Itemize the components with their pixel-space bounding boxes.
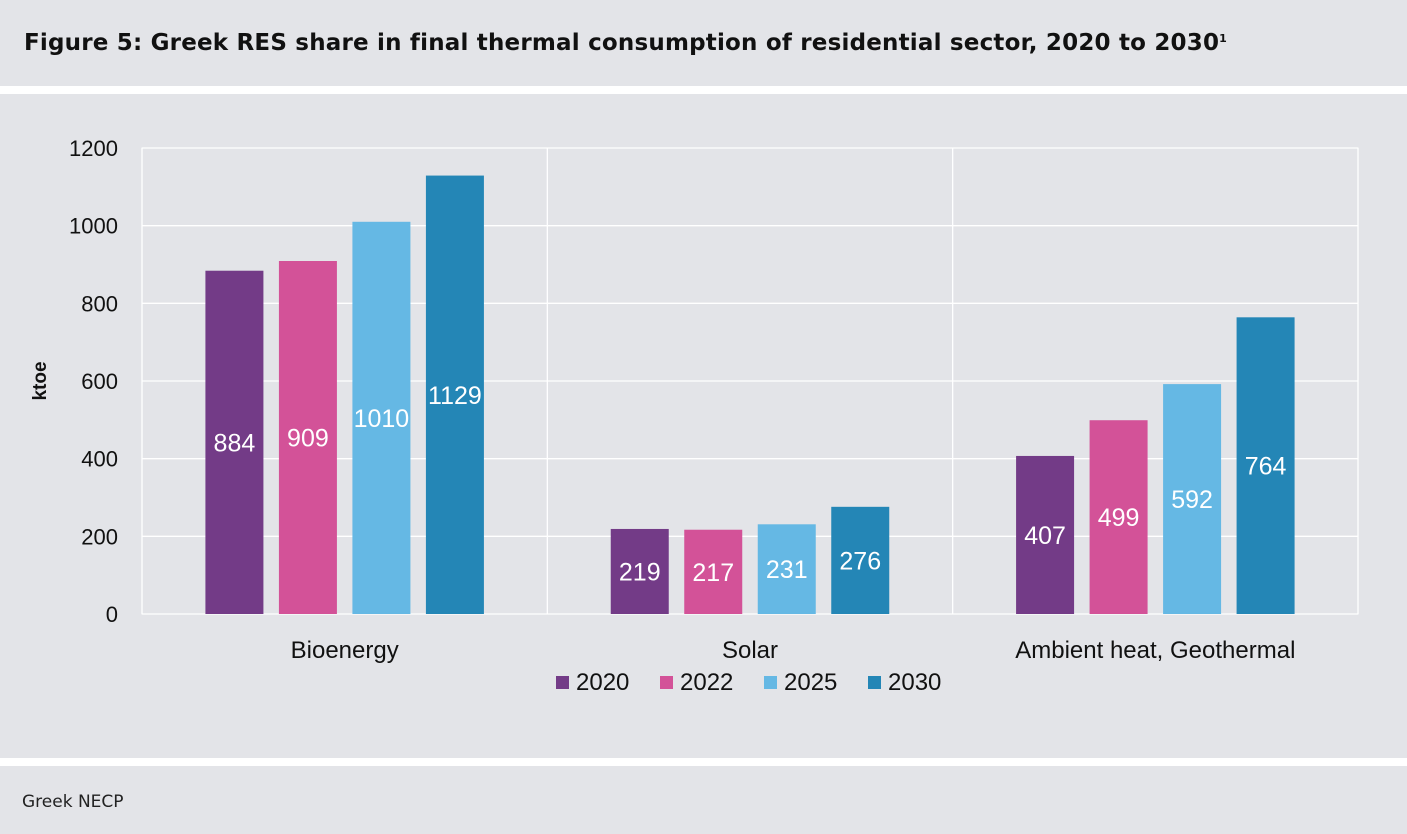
bars xyxy=(205,175,1295,614)
bar-chart: 884 909 1010 1129 219 217 231 276 407 499 592 764 0… xyxy=(30,136,1359,696)
y-tick-label: 1200 xyxy=(69,136,118,161)
x-category-label: Solar xyxy=(722,637,778,664)
bar xyxy=(831,506,890,614)
data-label: 909 xyxy=(287,425,329,453)
data-label: 499 xyxy=(1098,504,1140,532)
data-label: 219 xyxy=(619,558,661,586)
y-tick-label: 200 xyxy=(81,524,118,549)
bar xyxy=(1089,420,1148,614)
x-axis: Bioenergy Solar Ambient heat, Geothermal xyxy=(291,637,1296,664)
data-labels: 884 909 1010 1129 219 217 231 276 407 499 592 764 xyxy=(214,382,1287,587)
bar xyxy=(684,529,743,614)
data-label: 217 xyxy=(692,559,734,587)
data-label: 1010 xyxy=(354,405,410,433)
legend-label: 2020 xyxy=(576,669,629,696)
data-label: 407 xyxy=(1024,522,1066,550)
y-tick-label: 0 xyxy=(106,602,118,627)
data-label: 231 xyxy=(766,556,808,584)
figure-title-text: Figure 5: Greek RES share in final therm… xyxy=(24,30,1220,56)
data-label: 276 xyxy=(839,547,881,575)
legend-label: 2025 xyxy=(784,669,837,696)
bar xyxy=(757,524,816,614)
bar xyxy=(1016,455,1075,614)
source-band: Greek NECP xyxy=(0,766,1407,834)
legend: 2020 2022 2025 2030 xyxy=(556,669,941,696)
bar xyxy=(610,528,669,614)
data-label: 592 xyxy=(1171,486,1213,514)
bar xyxy=(1236,317,1295,614)
data-label: 1129 xyxy=(428,382,482,410)
y-tick-label: 1000 xyxy=(69,214,118,239)
y-axis-label: ktoe xyxy=(30,361,51,400)
bar xyxy=(352,221,411,614)
legend-label: 2030 xyxy=(888,669,941,696)
grid-lines xyxy=(141,147,1359,615)
x-category-label: Bioenergy xyxy=(291,637,399,664)
title-band: Figure 5: Greek RES share in final therm… xyxy=(0,0,1407,86)
chart-panel: 884 909 1010 1129 219 217 231 276 407 499 592 764 0… xyxy=(0,94,1407,758)
bar xyxy=(278,261,337,614)
data-label: 884 xyxy=(214,429,256,457)
data-label: 764 xyxy=(1245,453,1287,481)
bar xyxy=(1163,384,1222,614)
y-tick-label: 600 xyxy=(81,369,118,394)
figure-title: Figure 5: Greek RES share in final therm… xyxy=(24,30,1227,56)
x-category-label: Ambient heat, Geothermal xyxy=(1015,637,1295,664)
footnote-marker: 1 xyxy=(1219,32,1228,45)
legend-label: 2022 xyxy=(680,669,733,696)
bar xyxy=(425,175,484,614)
legend-swatch xyxy=(764,676,777,689)
y-tick-label: 800 xyxy=(81,291,118,316)
source-note: Greek NECP xyxy=(22,792,124,812)
legend-swatch xyxy=(556,676,569,689)
y-tick-label: 400 xyxy=(81,447,118,472)
legend-swatch xyxy=(660,676,673,689)
bar xyxy=(205,270,264,614)
legend-swatch xyxy=(868,676,881,689)
y-axis: 0 200 400 600 800 1000 1200 ktoe xyxy=(30,136,118,627)
